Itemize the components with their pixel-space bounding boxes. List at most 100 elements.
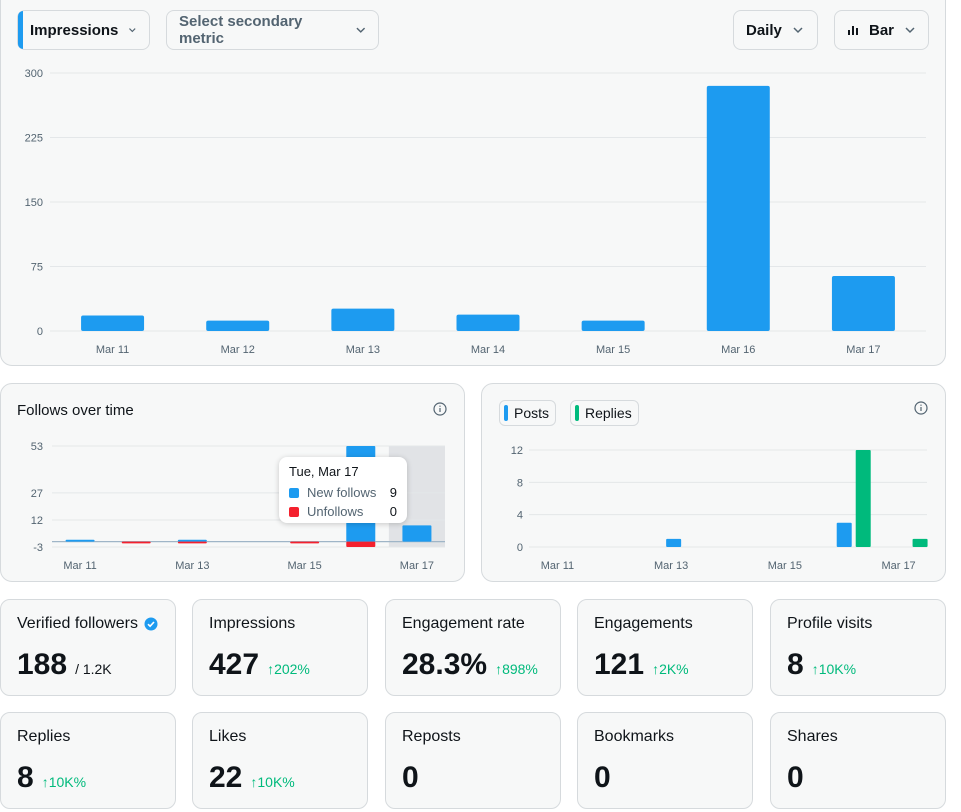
period-dropdown[interactable]: Daily: [733, 10, 818, 50]
posts-swatch: [504, 405, 508, 421]
legend-posts[interactable]: Posts: [499, 400, 557, 426]
stat-label: Engagements: [594, 615, 693, 633]
y-tick-label: 0: [37, 326, 43, 338]
legend-replies-label: Replies: [585, 405, 632, 421]
impressions-chart-card: [0, 0, 946, 366]
stat-value: 8 ↑10K%: [17, 761, 86, 795]
stat-label-text: Likes: [209, 728, 247, 745]
x-tick-label: Mar 11: [63, 560, 96, 572]
follows-tooltip: Tue, Mar 17 New follows 9 Unfollows 0: [279, 457, 407, 523]
x-tick-label: Mar 13: [346, 344, 380, 356]
bar: [831, 275, 895, 331]
stat-value: 28.3% ↑898%: [402, 648, 538, 682]
y-tick-label: 12: [31, 515, 43, 527]
y-tick-label: 12: [511, 445, 523, 457]
stat-value-text: 8: [787, 648, 804, 681]
stat-subvalue: / 1.2K: [75, 661, 112, 677]
stat-label: Reposts: [402, 728, 461, 746]
stat-label-text: Engagements: [594, 615, 693, 632]
y-tick-label: 150: [25, 197, 43, 209]
info-icon[interactable]: [914, 401, 928, 415]
y-tick-label: 0: [517, 542, 523, 554]
stat-tile-reposts[interactable]: Reposts 0: [385, 712, 561, 809]
tooltip-row-unfollows: Unfollows 0: [289, 504, 397, 519]
stat-delta: ↑898%: [495, 661, 538, 677]
primary-metric-label: Impressions: [30, 21, 119, 39]
tooltip-row-new-follows: New follows 9: [289, 485, 397, 500]
y-tick-label: 75: [31, 262, 43, 274]
stat-tile-profile-visits[interactable]: Profile visits 8 ↑10K%: [770, 599, 946, 696]
posts-replies-bar-chart: 0 4 8 12 Mar 11 Mar 13 Mar 15 Mar 17: [511, 445, 928, 572]
stat-tile-engagements[interactable]: Engagements 121 ↑2K%: [577, 599, 753, 696]
primary-metric-dropdown[interactable]: Impressions: [17, 10, 150, 50]
bar-posts: [666, 538, 682, 547]
stat-label-text: Reposts: [402, 728, 461, 745]
stat-value: 121 ↑2K%: [594, 648, 689, 682]
bar: [581, 320, 645, 331]
stat-tile-bookmarks[interactable]: Bookmarks 0: [577, 712, 753, 809]
y-tick-label: 225: [25, 133, 43, 145]
unfollows-swatch: [289, 506, 299, 517]
stat-label: Verified followers: [17, 615, 158, 633]
y-tick-label: 4: [517, 510, 523, 522]
stat-label: Profile visits: [787, 615, 872, 633]
x-tick-label: Mar 15: [768, 560, 802, 572]
stat-label: Bookmarks: [594, 728, 674, 746]
stat-tile-likes[interactable]: Likes 22 ↑10K%: [192, 712, 368, 809]
legend-posts-label: Posts: [514, 405, 550, 421]
stat-value-text: 0: [787, 761, 804, 794]
stat-value-text: 0: [402, 761, 419, 794]
stat-value: 0: [787, 761, 804, 795]
stat-tile-replies[interactable]: Replies 8 ↑10K%: [0, 712, 176, 809]
tooltip-date: Tue, Mar 17: [289, 464, 359, 479]
stat-label-text: Replies: [17, 728, 71, 745]
x-tick-label: Mar 17: [400, 560, 434, 572]
impressions-bar-chart: 0 75 150 225 300 Mar 11 Mar 12 Mar 13 Mar 14 Mar …: [25, 68, 926, 356]
stat-label-text: Verified followers: [17, 615, 138, 632]
chart-type-dropdown[interactable]: Bar: [834, 10, 929, 50]
x-tick-label: Mar 17: [881, 560, 915, 572]
follows-title: Follows over time: [17, 402, 134, 419]
period-label: Daily: [746, 21, 782, 39]
bar-unfollows: [177, 541, 207, 544]
legend-replies[interactable]: Replies: [570, 400, 639, 426]
x-tick-label: Mar 15: [288, 560, 322, 572]
info-icon[interactable]: [433, 402, 447, 416]
stat-tile-engagement-rate[interactable]: Engagement rate 28.3% ↑898%: [385, 599, 561, 696]
stat-tile-shares[interactable]: Shares 0: [770, 712, 946, 809]
y-tick-label: 27: [31, 488, 43, 500]
x-tick-label: Mar 11: [96, 344, 129, 356]
stat-delta: ↑10K%: [250, 774, 295, 790]
stat-value: 0: [402, 761, 419, 795]
bar: [456, 314, 520, 331]
stat-value-text: 28.3%: [402, 648, 488, 681]
stat-delta: ↑10K%: [41, 774, 87, 790]
stat-value-text: 427: [209, 648, 260, 681]
stat-value-text: 121: [594, 648, 645, 681]
chevron-down-icon: [355, 27, 365, 33]
stat-value: 8 ↑10K%: [787, 648, 856, 682]
stat-tile-impressions[interactable]: Impressions 427 ↑202%: [192, 599, 368, 696]
stat-label: Impressions: [209, 615, 295, 633]
secondary-metric-dropdown[interactable]: Select secondary metric: [166, 10, 379, 50]
chevron-down-icon: [129, 28, 136, 33]
stat-value: 0: [594, 761, 611, 795]
y-tick-label: 53: [31, 441, 43, 453]
stat-label-text: Bookmarks: [594, 728, 675, 745]
stat-label: Replies: [17, 728, 70, 746]
stat-value-text: 8: [17, 761, 34, 794]
bar-new-follows: [402, 525, 432, 542]
bar-new-follows: [177, 539, 207, 542]
x-tick-label: Mar 16: [721, 344, 755, 356]
bar: [331, 308, 395, 331]
verified-badge-icon: [144, 617, 158, 631]
bar: [706, 85, 770, 332]
chart-type-label: Bar: [868, 21, 894, 39]
bar-unfollows: [290, 541, 320, 544]
bar-replies: [912, 538, 928, 547]
stat-label-text: Impressions: [209, 615, 296, 632]
stat-delta: ↑10K%: [811, 661, 857, 677]
bar-posts: [836, 522, 852, 547]
stat-tile-verified-followers[interactable]: Verified followers 188 / 1.2K: [0, 599, 176, 696]
bar-unfollows: [121, 541, 151, 544]
